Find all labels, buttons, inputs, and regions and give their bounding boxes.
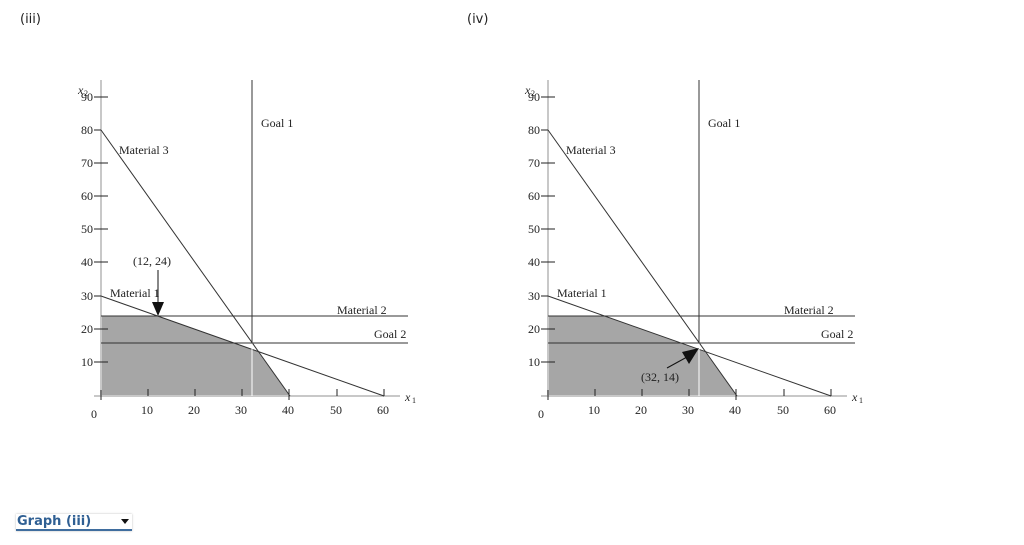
y-tick-label: 10 — [528, 355, 540, 369]
material-2-label: Material 2 — [784, 303, 834, 317]
material-1-label: Material 1 — [110, 286, 160, 300]
y-tick-label: 70 — [81, 156, 93, 170]
x-tick-label: 10 — [588, 403, 600, 417]
x-tick-label: 50 — [330, 403, 342, 417]
material-2-label: Material 2 — [337, 303, 387, 317]
graph-select-value: Graph (iii) — [17, 514, 92, 529]
chart-iv: 90 80 70 60 50 40 30 20 10 x 2 0 10 20 3… — [447, 70, 877, 430]
y-ticks — [94, 96, 108, 363]
shaded-region — [101, 316, 290, 396]
goal-1-label: Goal 1 — [261, 116, 293, 130]
material-1-line — [100, 295, 385, 397]
x-tick-label: 30 — [682, 403, 694, 417]
shaded-region — [548, 316, 737, 396]
chart-iii-svg: 90 80 70 60 50 40 30 20 10 x 2 0 10 20 3… — [77, 80, 416, 421]
x-tick-label: 50 — [777, 403, 789, 417]
annotation-arrow-shaft — [666, 356, 688, 369]
x-axis-sub: 1 — [859, 396, 863, 405]
x-tick-label-zero: 0 — [538, 407, 544, 421]
y-axis-label: x — [524, 83, 531, 97]
y-tick-label: 20 — [528, 322, 540, 336]
y-tick-label: 90 — [81, 90, 93, 104]
material-3-label: Material 3 — [119, 143, 169, 157]
y-tick-label: 80 — [528, 123, 540, 137]
material-1-line — [547, 295, 832, 397]
x-tick-label: 30 — [235, 403, 247, 417]
material-3-label: Material 3 — [566, 143, 616, 157]
material-1-label: Material 1 — [557, 286, 607, 300]
x-ticks — [100, 389, 385, 400]
x-tick-label: 20 — [188, 403, 200, 417]
annotation-label: (12, 24) — [133, 254, 171, 268]
y-tick-label: 40 — [528, 255, 540, 269]
x-tick-label: 60 — [824, 403, 836, 417]
panel-label-iii: (iii) — [20, 12, 41, 27]
y-tick-label: 60 — [81, 189, 93, 203]
x-tick-label: 40 — [729, 403, 741, 417]
goal-2-label: Goal 2 — [374, 327, 406, 341]
annotation-label: (32, 14) — [641, 370, 679, 384]
y-tick-label: 80 — [81, 123, 93, 137]
x-tick-label: 60 — [377, 403, 389, 417]
goal-2-label: Goal 2 — [821, 327, 853, 341]
x-tick-label: 10 — [141, 403, 153, 417]
x-tick-label: 20 — [635, 403, 647, 417]
y-tick-label: 40 — [81, 255, 93, 269]
arrow-head-icon — [682, 348, 699, 364]
x-axis-label: x — [404, 390, 411, 404]
y-tick-label: 50 — [528, 222, 540, 236]
arrow-head-icon — [152, 302, 164, 316]
y-tick-label: 30 — [528, 289, 540, 303]
chevron-down-icon — [121, 519, 129, 524]
x-axis-sub: 1 — [412, 396, 416, 405]
chart-iv-svg: 90 80 70 60 50 40 30 20 10 x 2 0 10 20 3… — [524, 80, 863, 421]
y-tick-label: 10 — [81, 355, 93, 369]
y-tick-label: 60 — [528, 189, 540, 203]
graph-select-dropdown[interactable]: Graph (iii) — [16, 514, 132, 531]
y-tick-label: 90 — [528, 90, 540, 104]
y-tick-label: 70 — [528, 156, 540, 170]
y-ticks — [541, 96, 555, 363]
y-axis-sub: 2 — [531, 89, 535, 98]
y-axis-label: x — [77, 83, 84, 97]
y-axis-sub: 2 — [84, 89, 88, 98]
y-tick-label: 50 — [81, 222, 93, 236]
x-tick-label: 40 — [282, 403, 294, 417]
x-tick-label-zero: 0 — [91, 407, 97, 421]
goal-1-label: Goal 1 — [708, 116, 740, 130]
y-tick-label: 30 — [81, 289, 93, 303]
chart-iii: 90 80 70 60 50 40 30 20 10 x 2 0 10 20 3… — [0, 70, 430, 430]
panel-label-iv: (iv) — [467, 12, 489, 27]
x-axis-label: x — [851, 390, 858, 404]
y-tick-label: 20 — [81, 322, 93, 336]
